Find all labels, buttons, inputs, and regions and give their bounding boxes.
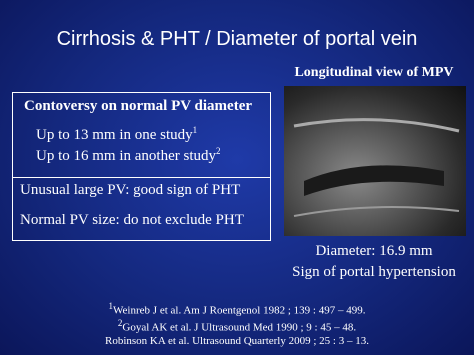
ultrasound-texture bbox=[293, 118, 460, 217]
info-box bbox=[12, 92, 271, 178]
reference-text: Goyal AK et al. J Ultrasound Med 1990 ; … bbox=[122, 321, 357, 334]
slide-title: Cirrhosis & PHT / Diameter of portal vei… bbox=[56, 28, 418, 50]
box-item: Up to 13 mm in one study1 bbox=[36, 125, 197, 144]
tissue-line bbox=[293, 118, 460, 133]
reference-text: Robinson KA et al. Ultrasound Quarterly … bbox=[105, 335, 369, 347]
measurement: Sign of portal hypertension bbox=[278, 264, 470, 281]
box-note-text: Normal PV size: do not exclude PHT bbox=[20, 212, 244, 228]
box-item-text: Up to 13 mm in one study bbox=[36, 127, 193, 143]
info-box bbox=[12, 176, 271, 241]
ref-marker: 2 bbox=[117, 318, 123, 328]
box-heading: Contoversy on normal PV diameter bbox=[24, 98, 253, 114]
reference: 2Goyal AK et al. J Ultrasound Med 1990 ;… bbox=[0, 318, 474, 334]
box-note: Unusual large PV: good sign of PHT bbox=[20, 182, 240, 199]
box-note: Normal PV size: do not exclude PHT bbox=[20, 212, 244, 229]
measurement: Diameter: 16.9 mm bbox=[278, 243, 470, 260]
box-item: Up to 16 mm in another study2 bbox=[36, 146, 221, 165]
reference: 1Weinreb J et al. Am J Roentgenol 1982 ;… bbox=[0, 301, 474, 317]
box-note-text: Unusual large PV: good sign of PHT bbox=[20, 182, 241, 198]
ultrasound-image bbox=[284, 86, 466, 236]
ref-marker: 1 bbox=[192, 125, 198, 135]
measurement-text: Diameter: 16.9 mm bbox=[315, 243, 433, 259]
tissue-line bbox=[293, 206, 460, 217]
ref-marker: 2 bbox=[216, 146, 221, 156]
image-caption: Longitudinal view of MPV bbox=[294, 65, 454, 80]
ref-marker: 1 bbox=[108, 301, 114, 311]
reference: Robinson KA et al. Ultrasound Quarterly … bbox=[0, 335, 474, 347]
measurement-text: Sign of portal hypertension bbox=[292, 264, 456, 280]
vein-shape bbox=[304, 165, 444, 196]
reference-text: Weinreb J et al. Am J Roentgenol 1982 ; … bbox=[113, 304, 366, 317]
box-item-text: Up to 16 mm in another study bbox=[36, 148, 216, 164]
